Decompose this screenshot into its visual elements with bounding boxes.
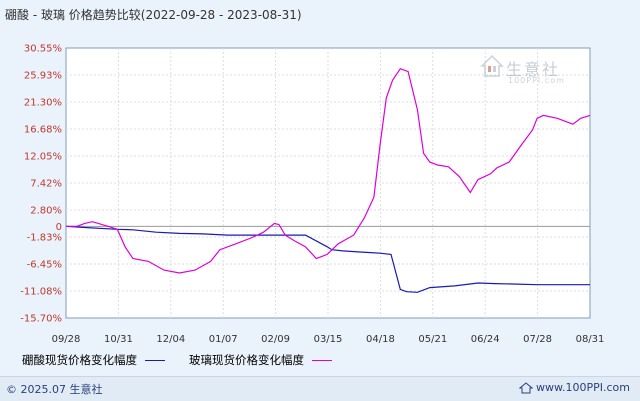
legend-item-glass: 玻璃现货价格变化幅度 xyxy=(189,352,332,368)
small-house-icon xyxy=(519,381,534,393)
x-tick-label: 04/18 xyxy=(366,334,395,345)
y-tick-label: -6.45% xyxy=(27,260,62,271)
x-tick-label: 07/28 xyxy=(523,334,552,345)
legend: 硼酸现货价格变化幅度 玻璃现货价格变化幅度 xyxy=(22,352,356,368)
x-tick-label: 09/28 xyxy=(52,334,81,345)
y-tick-label: 2.80% xyxy=(30,206,62,217)
x-axis-ticks: 09/28 10/31 12/04 01/07 02/09 03/15 04/18 05/21… xyxy=(52,334,605,345)
y-tick-label: 25.93% xyxy=(24,70,62,81)
y-axis-ticks: 30.55% 25.93% 21.30% 16.68% 12.05% 7.42% 2.80%… xyxy=(20,44,62,325)
copyright-text: © 2025.07 生意社 xyxy=(6,383,103,396)
y-tick-label: 0 xyxy=(56,222,62,233)
y-tick-label: 12.05% xyxy=(24,152,62,163)
site-url-text: www.100PPI.com xyxy=(536,381,630,394)
y-tick-label: -1.83% xyxy=(27,233,62,244)
y-tick-label: -11.08% xyxy=(20,287,62,298)
legend-label-glass: 玻璃现货价格变化幅度 xyxy=(189,353,304,367)
x-tick-label: 06/24 xyxy=(471,334,500,345)
grid-lines xyxy=(66,48,590,318)
site-link[interactable]: www.100PPI.com xyxy=(519,381,630,394)
series-line-glass xyxy=(66,67,591,274)
y-tick-label: -15.70% xyxy=(20,314,62,325)
y-tick-label: 16.68% xyxy=(24,124,62,135)
legend-item-boric-acid: 硼酸现货价格变化幅度 xyxy=(22,352,165,368)
x-tick-label: 01/07 xyxy=(209,334,238,345)
x-tick-label: 12/04 xyxy=(156,334,185,345)
x-tick-label: 03/15 xyxy=(314,334,343,345)
legend-swatch-boric-acid xyxy=(145,359,165,361)
legend-swatch-glass xyxy=(312,359,332,361)
x-tick-label: 08/31 xyxy=(576,334,605,345)
chart-title: 硼酸 - 玻璃 价格趋势比较(2022-09-28 - 2023-08-31) xyxy=(5,8,302,22)
y-tick-label: 30.55% xyxy=(24,44,62,55)
footer: © 2025.07 生意社 www.100PPI.com xyxy=(0,376,640,401)
x-tick-label: 10/31 xyxy=(104,334,133,345)
legend-label-boric-acid: 硼酸现货价格变化幅度 xyxy=(22,353,137,367)
y-tick-label: 21.30% xyxy=(24,98,62,109)
series-line-boric-acid xyxy=(65,225,590,293)
y-tick-label: 7.42% xyxy=(30,179,62,190)
x-tick-label: 05/21 xyxy=(418,334,447,345)
x-tick-label: 02/09 xyxy=(261,334,290,345)
